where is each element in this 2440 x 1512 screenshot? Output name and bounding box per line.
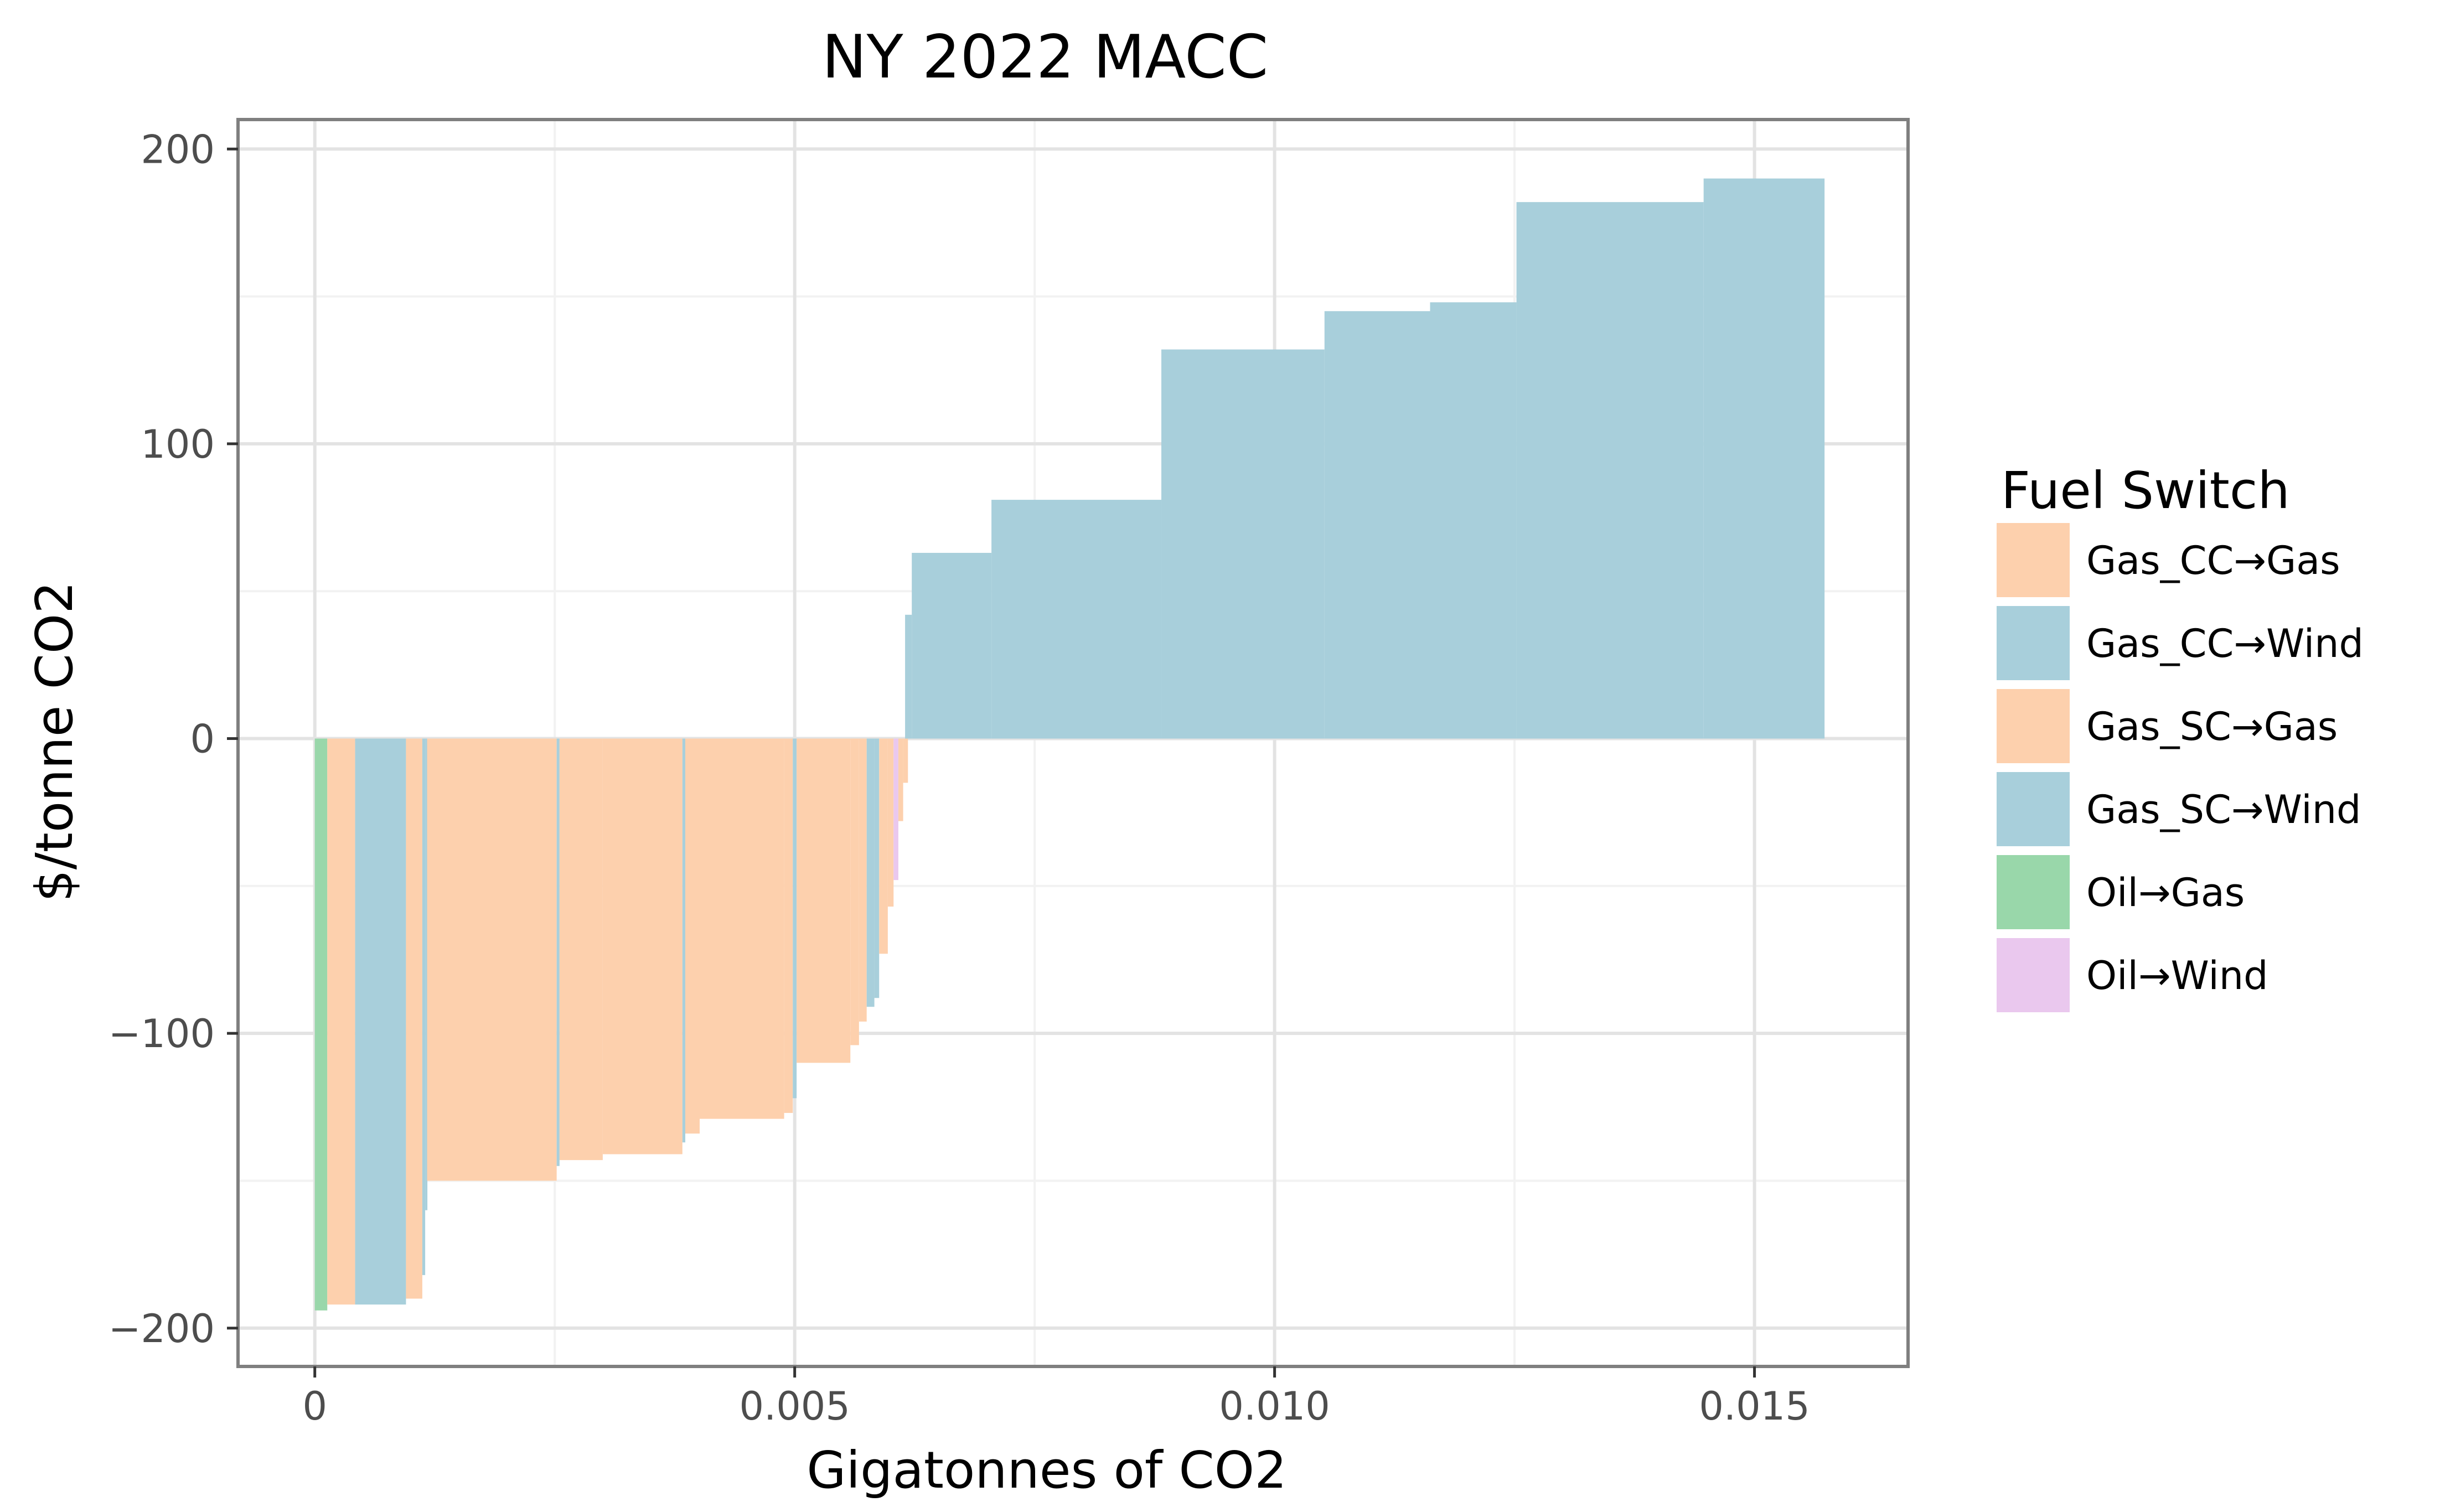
legend-label: Gas_SC→Wind [2086,787,2361,832]
macc-bar [898,738,903,821]
macc-bar [1703,178,1825,739]
legend-title: Fuel Switch [2001,461,2290,520]
legend: Fuel Switch Gas_CC→Gas Gas_CC→Wind Gas_SC→… [1997,461,2364,1012]
x-tick-label: 0 [302,1384,327,1429]
macc-bar [874,738,880,998]
x-axis-label: Gigatonnes of CO2 [807,1441,1287,1500]
legend-items: Gas_CC→Gas Gas_CC→Wind Gas_SC→Gas Gas_SC→Wi… [1997,523,2364,1012]
plot-panel-border [236,118,1910,1368]
macc-bar [1161,349,1325,739]
macc-bar [912,552,992,739]
legend-swatch [1997,689,2070,763]
legend-swatch [1997,523,2070,597]
y-tick-label: 100 [141,422,215,467]
macc-bar [905,614,912,739]
legend-swatch [1997,606,2070,680]
legend-item: Oil→Wind [1997,938,2268,1012]
macc-bar [427,738,557,1181]
macc-bar [425,738,428,1210]
macc-bar [1430,302,1517,739]
legend-item: Gas_SC→Gas [1997,689,2338,763]
legend-label: Gas_SC→Gas [2086,704,2338,749]
macc-bar [682,738,686,1143]
macc-bar [991,500,1162,739]
legend-label: Oil→Gas [2086,870,2245,915]
macc-bar [556,738,560,1166]
x-tick-label: 0.015 [1699,1384,1810,1429]
macc-bar [887,738,894,907]
macc-bar [879,738,888,954]
y-tick-label: 200 [141,127,215,172]
y-tick-label: −100 [108,1011,215,1057]
macc-bar [859,738,867,1022]
y-axis-label: $/tonne CO2 [25,581,84,902]
legend-item: Gas_CC→Wind [1997,606,2364,680]
macc-bar [797,738,851,1063]
y-tick-label: −200 [108,1306,215,1352]
legend-item: Gas_CC→Gas [1997,523,2340,597]
macc-bar [602,738,683,1154]
macc-bar [850,738,859,1045]
macc-bar [327,738,355,1305]
macc-bar [1516,202,1704,739]
macc-bar [866,738,875,1007]
macc-bar [355,738,406,1305]
bars [314,178,1825,1311]
macc-bar [784,738,793,1113]
legend-label: Oil→Wind [2086,953,2268,998]
x-tick-label: 0.005 [739,1384,850,1429]
macc-bar [559,738,603,1161]
legend-swatch [1997,938,2070,1012]
macc-bar [422,738,426,1275]
macc-bar [903,738,908,783]
legend-swatch [1997,855,2070,929]
x-tick-label: 0.010 [1219,1384,1330,1429]
legend-swatch [1997,772,2070,846]
legend-item: Gas_SC→Wind [1997,772,2361,846]
macc-bar [893,738,898,881]
legend-item: Oil→Gas [1997,855,2245,929]
legend-label: Gas_CC→Gas [2086,538,2340,583]
y-tick-label: 0 [190,717,215,762]
macc-bar [406,738,422,1299]
legend-label: Gas_CC→Wind [2086,621,2364,666]
macc-bar [1324,311,1430,739]
macc-bar [700,738,784,1119]
macc-bar [314,738,328,1311]
axis-ticks: 0 0.005 0.010 0.015 200 100 0 −100 −200 [108,127,1810,1429]
chart-title: NY 2022 MACC [822,23,1268,92]
macc-bar [685,738,700,1134]
macc-bar [793,738,797,1099]
